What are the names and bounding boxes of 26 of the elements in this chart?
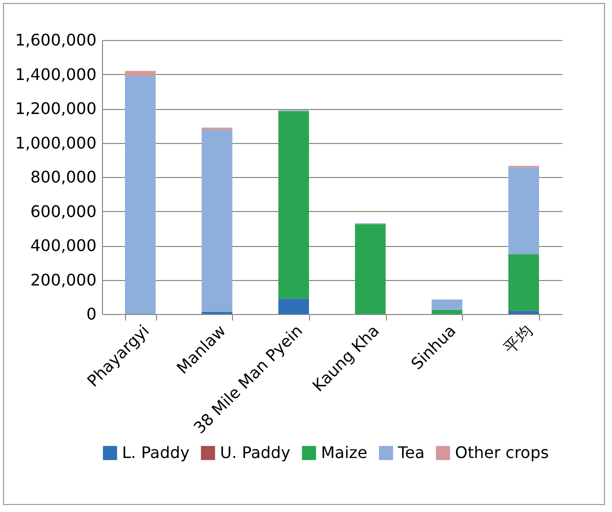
- bar: [508, 310, 539, 314]
- legend-label: Maize: [321, 443, 368, 462]
- bar: [432, 310, 462, 314]
- y-tick-label: 1,000,000: [15, 133, 96, 152]
- legend-label: U. Paddy: [220, 443, 290, 462]
- legend-label: Tea: [397, 443, 425, 462]
- y-tick-label: 800,000: [30, 168, 96, 186]
- bar: [125, 70, 156, 76]
- y-tick-label: 600,000: [30, 202, 96, 221]
- legend-label: L. Paddy: [122, 443, 190, 462]
- legend-label: Other crops: [455, 443, 549, 462]
- y-tick-label: 0: [86, 304, 96, 324]
- bar: [278, 111, 309, 299]
- bar: [125, 76, 156, 314]
- y-tick-label: 1,400,000: [15, 64, 96, 84]
- bar: [432, 299, 462, 310]
- bar: [355, 224, 386, 314]
- y-tick-label: 200,000: [30, 270, 96, 290]
- bar: [202, 130, 232, 312]
- y-tick-label: 400,000: [30, 236, 96, 255]
- bar: [508, 254, 539, 311]
- x-tick-label: 平均: [500, 321, 536, 358]
- bar: [278, 298, 309, 314]
- y-tick-label: 1,600,000: [15, 30, 96, 50]
- y-tick-label: 1,200,000: [15, 99, 96, 118]
- bar: [508, 168, 539, 254]
